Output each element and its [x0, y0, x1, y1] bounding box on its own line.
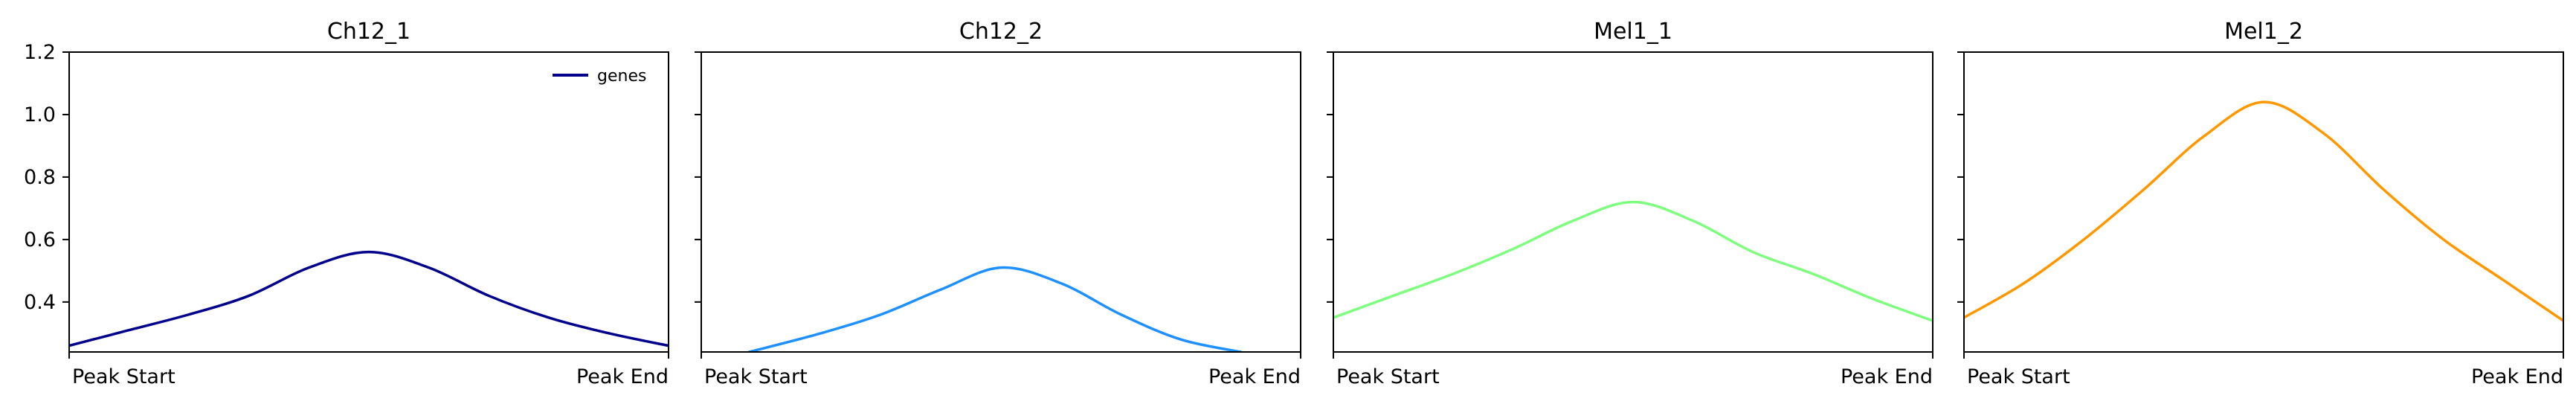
series-line: [747, 266, 1243, 352]
y-tick-label: 0.4: [24, 291, 56, 314]
chart-panel-3: Mel1_1 Peak Start Peak End: [1327, 19, 1933, 388]
series-line: [1964, 100, 2563, 322]
chart-title: Ch12_1: [327, 19, 410, 45]
series-line-genes: [69, 250, 669, 347]
plot-frame: [701, 51, 1301, 353]
x-tick-label: Peak Start: [72, 365, 176, 388]
legend-label: genes: [597, 67, 646, 86]
plot-frame: [1963, 51, 2564, 353]
y-tick-label: 1.0: [24, 103, 56, 126]
x-tick-label: Peak End: [1841, 365, 1933, 388]
x-tick-label: Peak End: [2471, 365, 2563, 388]
chart-title: Mel1_2: [2224, 19, 2303, 45]
x-tick-label: Peak Start: [1967, 365, 2070, 388]
x-tick-label: Peak Start: [1336, 365, 1440, 388]
series-line: [1333, 200, 1933, 322]
chart-title: Mel1_1: [1594, 19, 1672, 45]
chart-panel-2: Ch12_2 Peak Start Peak End: [695, 19, 1301, 388]
plot-frame: [1333, 51, 1933, 353]
x-tick-label: Peak Start: [704, 365, 808, 388]
y-tick-label: 0.6: [24, 228, 56, 252]
y-tick-label: 0.8: [24, 166, 56, 189]
x-tick-label: Peak End: [1208, 365, 1301, 388]
chart-panel-1: Ch12_1 0.4 0.6 0.8 1.0 1.2 Peak Start Peak End g…: [24, 19, 669, 388]
chart-title: Ch12_2: [959, 19, 1043, 45]
y-tick-label: 1.2: [24, 41, 56, 64]
x-tick-label: Peak End: [576, 365, 669, 388]
plot-frame: [68, 51, 669, 353]
legend: genes: [553, 67, 646, 86]
chart-panel-4: Mel1_2 Peak Start Peak End: [1957, 19, 2564, 388]
